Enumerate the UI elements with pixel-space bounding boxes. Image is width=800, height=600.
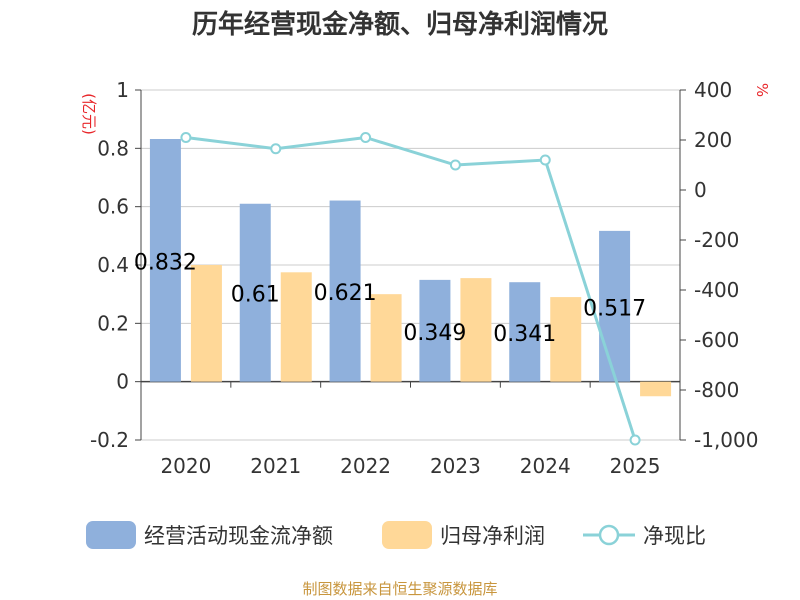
bar-ocf [329,200,361,382]
x-axis-tick-label: 2022 [340,454,391,478]
legend-label-ratio: 净现比 [643,524,706,548]
bar-value-label: 0.61 [231,283,280,308]
ratio-point [539,154,551,166]
ratio-line [180,132,641,446]
bar-value-label: 0.349 [403,321,466,346]
data-labels: 0.832 0.61 0.621 0.349 0.341 0.517 [134,250,646,347]
right-axis-tick-label: 400 [694,78,732,102]
ratio-polyline [185,135,637,441]
ratio-point [360,132,372,143]
left-axis-tick-label: 0.6 [97,195,129,219]
legend-label-ocf: 经营活动现金流净额 [144,524,333,548]
legend-swatch-profit [382,521,432,549]
right-axis-tick-label: -600 [694,328,739,352]
right-axis-tick-label: 0 [694,178,707,202]
ratio-point [180,132,192,143]
bar-profit [280,272,312,382]
axes: 1 0.8 0.6 0.4 0.2 0 -0.2 400 200 0 -200 -400 -600 -80… [80,78,771,478]
left-axis-tick-label: -0.2 [90,428,129,452]
bars [149,139,672,397]
ratio-point [449,159,461,171]
right-axis-tick-label: 200 [694,128,732,152]
chart-title: 历年经营现金净额、归母净利润情况 [191,10,608,40]
right-axis-tick-label: -1,000 [694,428,758,452]
x-axis-tick-label: 2025 [610,454,661,478]
right-axis-tick-label: -200 [694,228,739,252]
left-axis-tick-label: 0.2 [97,311,129,335]
bar-profit [640,381,672,397]
ratio-point [270,143,282,155]
legend-line-marker-icon [583,524,635,546]
left-axis-unit-label: (亿元) [80,93,98,135]
bar-profit [460,278,492,382]
source-note: 制图数据来自恒生聚源数据库 [302,580,498,598]
left-axis-tick-label: 1 [116,78,129,102]
x-axis-tick-label: 2023 [430,454,481,478]
x-axis-tick-label: 2024 [520,454,571,478]
x-axis-tick-label: 2021 [250,454,301,478]
legend-item-profit[interactable]: 归母净利润 [382,519,545,551]
bar-profit [190,265,222,382]
bar-value-label: 0.832 [134,250,197,275]
ratio-point [629,434,641,446]
bar-value-label: 0.517 [583,296,646,321]
left-axis-tick-label: 0.4 [97,253,129,277]
legend-swatch-ocf [86,521,136,549]
left-axis-tick-label: 0 [116,370,129,394]
bar-value-label: 0.621 [314,281,377,306]
bar-profit [370,294,402,382]
legend-item-ratio[interactable]: 净现比 [583,519,706,551]
right-axis-unit-label: % [753,83,771,97]
bar-ocf [239,203,271,382]
bar-ocf [599,230,631,382]
right-axis-tick-label: -400 [694,278,739,302]
left-axis-tick-label: 0.8 [97,136,129,160]
bar-profit [550,297,582,382]
bar-ocf [419,279,451,382]
legend-item-ocf[interactable]: 经营活动现金流净额 [86,519,333,551]
x-axis-tick-label: 2020 [160,454,211,478]
bar-ocf [509,282,541,382]
right-axis-tick-label: -800 [694,378,739,402]
legend-label-profit: 归母净利润 [440,524,545,548]
bar-value-label: 0.341 [493,322,556,347]
bar-ocf [149,139,181,382]
